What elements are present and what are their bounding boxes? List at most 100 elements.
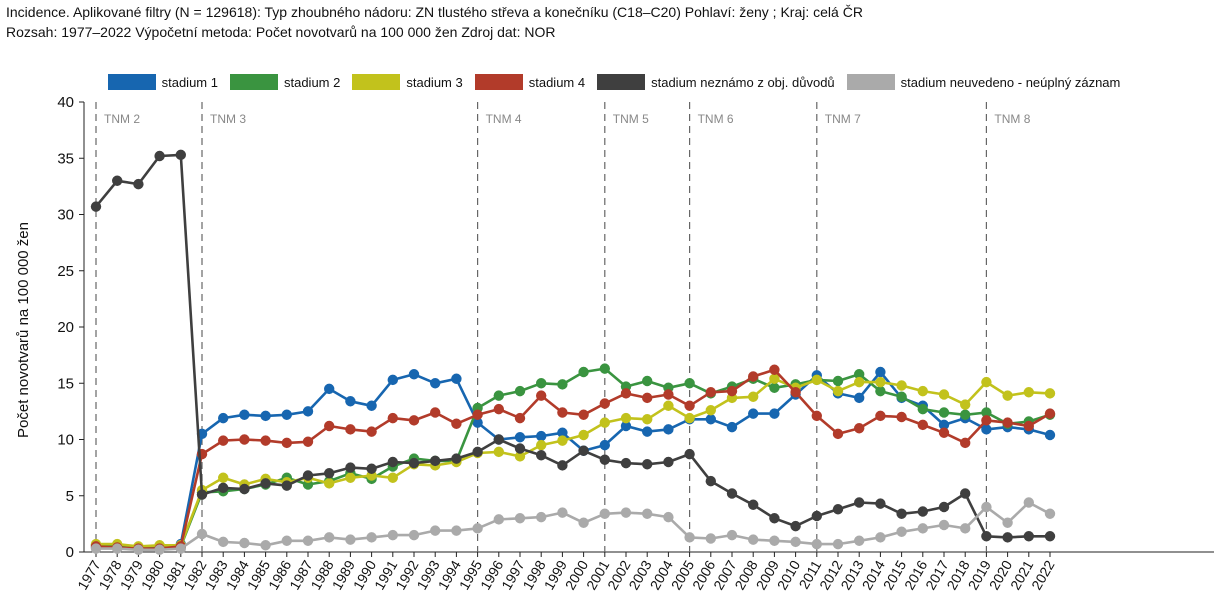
data-point — [408, 369, 420, 380]
data-point — [1023, 497, 1034, 508]
data-point — [642, 459, 653, 470]
data-point — [387, 472, 398, 483]
data-point — [536, 430, 547, 442]
y-tick-label: 40 — [57, 94, 74, 111]
data-point — [938, 501, 950, 513]
y-tick-label: 15 — [57, 375, 74, 392]
legend-label: stadium neuvedeno - neúplný záznam — [900, 74, 1121, 90]
data-point — [557, 427, 568, 438]
data-point — [239, 537, 250, 549]
data-point — [769, 535, 780, 546]
data-point — [430, 407, 441, 418]
data-point — [302, 535, 314, 546]
data-point — [938, 407, 950, 418]
data-point — [832, 385, 844, 397]
data-point — [811, 538, 822, 550]
data-point — [1023, 531, 1034, 542]
data-point — [1002, 390, 1013, 401]
data-point — [387, 456, 398, 468]
legend-label: stadium 3 — [406, 74, 463, 90]
data-point — [154, 150, 165, 162]
data-point — [133, 178, 144, 190]
data-point — [981, 501, 992, 513]
data-point — [536, 378, 547, 389]
data-point — [981, 407, 992, 418]
y-tick-label: 20 — [57, 319, 74, 336]
legend-swatch — [107, 74, 156, 90]
data-point — [302, 436, 314, 447]
data-point — [938, 427, 950, 438]
data-point — [599, 454, 610, 465]
legend-item-1: stadium 1 — [107, 70, 218, 94]
legend-label: stadium 1 — [161, 74, 218, 90]
data-point — [917, 385, 928, 397]
data-point — [642, 414, 653, 425]
y-tick-label: 5 — [66, 488, 74, 505]
data-point — [917, 419, 928, 431]
data-point — [726, 529, 738, 541]
data-point — [345, 462, 356, 473]
tnm-label: TNM 6 — [698, 112, 734, 126]
data-point — [324, 468, 335, 479]
data-point — [239, 483, 250, 495]
data-point — [239, 409, 250, 420]
data-point — [472, 523, 483, 534]
data-point — [218, 536, 229, 548]
data-point — [514, 432, 526, 443]
data-point — [578, 517, 589, 528]
data-point — [981, 424, 992, 435]
data-point — [514, 513, 526, 524]
data-point — [832, 375, 844, 387]
data-point — [684, 448, 695, 460]
data-point — [218, 472, 229, 483]
series-line-4 — [95, 368, 1051, 550]
tnm-label: TNM 2 — [104, 112, 140, 126]
y-tick-label: 30 — [57, 207, 74, 224]
data-point — [133, 544, 144, 555]
data-point — [578, 409, 589, 420]
data-point — [748, 499, 759, 510]
data-point — [896, 508, 907, 519]
data-point — [896, 411, 907, 423]
data-point — [599, 417, 610, 428]
data-point — [832, 428, 844, 440]
data-point — [196, 528, 208, 540]
data-point — [366, 463, 377, 474]
tnm-label: TNM 5 — [613, 112, 649, 126]
data-point — [854, 376, 865, 388]
filter-line-1: Incidence. Aplikované filtry (N = 129618… — [6, 4, 863, 20]
data-point — [790, 387, 801, 398]
data-point — [366, 400, 377, 411]
data-point — [366, 532, 377, 543]
series-line-5 — [94, 153, 1050, 539]
data-point — [896, 391, 907, 402]
y-tick-label: 25 — [57, 263, 74, 280]
data-point — [705, 387, 716, 398]
data-point — [514, 451, 526, 462]
data-point — [112, 175, 123, 186]
data-point — [663, 389, 674, 400]
data-point — [642, 426, 653, 437]
data-point — [684, 400, 695, 411]
data-point — [769, 408, 780, 419]
data-point — [875, 385, 886, 397]
data-point — [514, 443, 526, 454]
data-point — [790, 520, 801, 532]
data-point — [90, 543, 102, 554]
legend-swatch — [229, 74, 278, 90]
x-tick-label: 2022 — [1028, 557, 1058, 592]
data-point — [536, 450, 547, 461]
data-point — [875, 498, 886, 509]
data-point — [430, 378, 441, 389]
tnm-label: TNM 3 — [210, 112, 246, 126]
data-point — [1044, 429, 1056, 441]
data-point — [578, 429, 589, 441]
data-point — [663, 400, 674, 411]
data-point — [493, 390, 504, 401]
data-point — [748, 408, 759, 419]
data-point — [387, 374, 398, 386]
data-point — [281, 480, 292, 491]
data-point — [451, 418, 462, 429]
data-point — [239, 434, 250, 445]
